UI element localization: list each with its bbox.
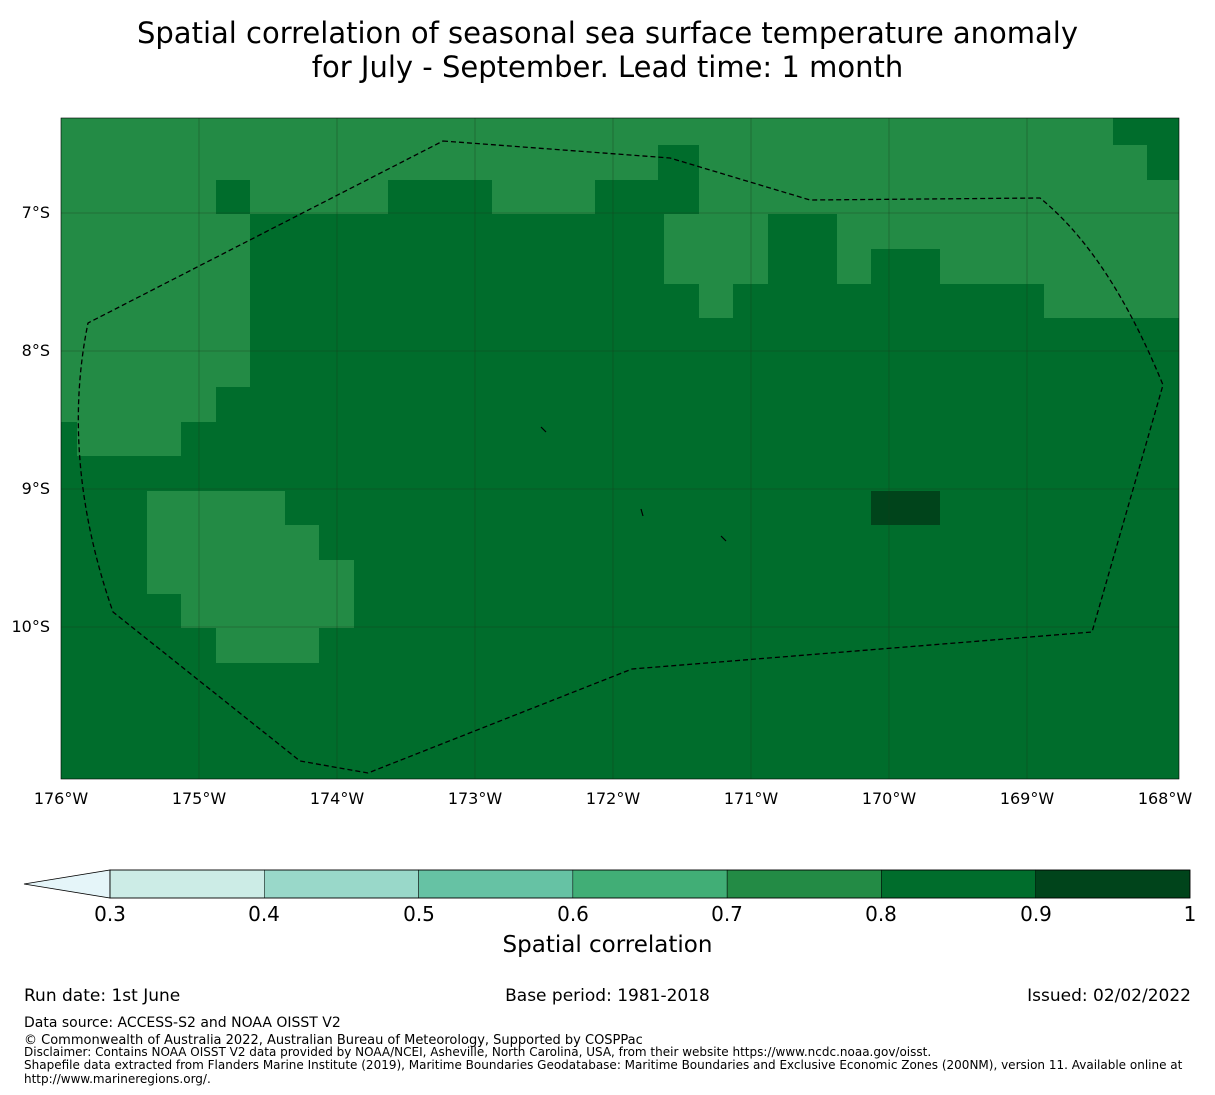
correlation-map	[60, 117, 1180, 780]
colorbar-segment	[726, 869, 882, 899]
colorbar-tick-0.8: 0.8	[865, 902, 897, 926]
shapefile-credit: Shapefile data extracted from Flanders M…	[24, 1058, 1183, 1072]
eez-boundary	[77, 140, 1164, 774]
map-cell	[492, 180, 595, 214]
colorbar-tick-0.7: 0.7	[711, 902, 743, 926]
map-cell	[1044, 284, 1179, 318]
colorbar-label: Spatial correlation	[502, 932, 713, 958]
map-cell	[699, 145, 1147, 180]
map-cell	[61, 422, 77, 456]
colorbar-tick-0.4: 0.4	[248, 902, 280, 926]
data-source: Data source: ACCESS-S2 and NOAA OISST V2	[24, 1015, 341, 1031]
lon-label-172w: 172°W	[585, 789, 641, 808]
colorbar-segment	[1035, 869, 1191, 899]
colorbar-tick-0.5: 0.5	[403, 902, 435, 926]
map-cell	[61, 180, 216, 214]
lon-label-173w: 173°W	[447, 789, 503, 808]
map-cell	[699, 180, 1179, 214]
lon-label-170w: 170°W	[861, 789, 917, 808]
map-cell	[61, 422, 181, 456]
lon-label-169w: 169°W	[999, 789, 1055, 808]
lon-label-171w: 171°W	[723, 789, 779, 808]
issued-date: Issued: 02/02/2022	[1027, 986, 1191, 1006]
map-cell	[61, 387, 216, 422]
map-cell	[837, 214, 1179, 249]
colorbar-segment	[109, 869, 265, 899]
lat-label-7s: 7°S	[21, 203, 50, 222]
map-cell	[250, 180, 388, 214]
lat-label-8s: 8°S	[21, 341, 50, 360]
map-cell	[664, 214, 768, 284]
shapefile-url: http://www.marineregions.org/.	[24, 1072, 211, 1086]
island-mark	[640, 508, 644, 517]
colorbar-tick-0.9: 0.9	[1020, 902, 1052, 926]
lat-label-10s: 10°S	[11, 617, 50, 636]
map-cell	[699, 284, 733, 318]
base-period: Base period: 1981-2018	[505, 986, 710, 1006]
lon-label-176w: 176°W	[33, 789, 89, 808]
map-cell	[61, 118, 1113, 145]
map-cell	[181, 594, 354, 628]
map-cell	[837, 249, 871, 284]
island-mark	[540, 426, 547, 433]
run-date: Run date: 1st June	[24, 986, 181, 1006]
map-cell	[147, 525, 319, 560]
colorbar-segment	[264, 869, 419, 899]
lon-label-175w: 175°W	[171, 789, 227, 808]
chart-title-line-2: for July - September. Lead time: 1 month	[311, 50, 904, 84]
map-cell	[61, 145, 658, 180]
map-cell	[216, 628, 319, 663]
colorbar-segment	[572, 869, 728, 899]
map-gridlines	[61, 118, 1179, 779]
map-cell	[61, 214, 250, 318]
colorbar-segment	[418, 869, 574, 899]
colorbar-segment	[881, 869, 1036, 899]
disclaimer-text: Disclaimer: Contains NOAA OISST V2 data …	[24, 1045, 932, 1059]
copyright-notice: © Commonwealth of Australia 2022, Austra…	[24, 1033, 643, 1048]
island-mark	[720, 535, 727, 542]
colorbar-tick-1: 1	[1183, 902, 1197, 926]
map-cell	[940, 249, 1179, 284]
map-cells	[61, 118, 1179, 779]
map-cell	[147, 491, 285, 525]
lon-label-168w: 168°W	[1137, 789, 1193, 808]
colorbar	[23, 869, 1191, 899]
map-cell	[147, 560, 354, 594]
colorbar-tick-0.6: 0.6	[557, 902, 589, 926]
lat-label-9s: 9°S	[21, 479, 50, 498]
colorbar-extension	[23, 869, 111, 899]
map-frame	[60, 117, 1180, 780]
map-cell	[61, 318, 250, 387]
lon-label-174w: 174°W	[309, 789, 365, 808]
colorbar-tick-0.3: 0.3	[94, 902, 126, 926]
colorbar-frame	[109, 869, 1191, 899]
chart-title-line-1: Spatial correlation of seasonal sea surf…	[136, 16, 1079, 50]
map-cell	[871, 491, 940, 525]
colorbar-segments	[23, 869, 1191, 899]
